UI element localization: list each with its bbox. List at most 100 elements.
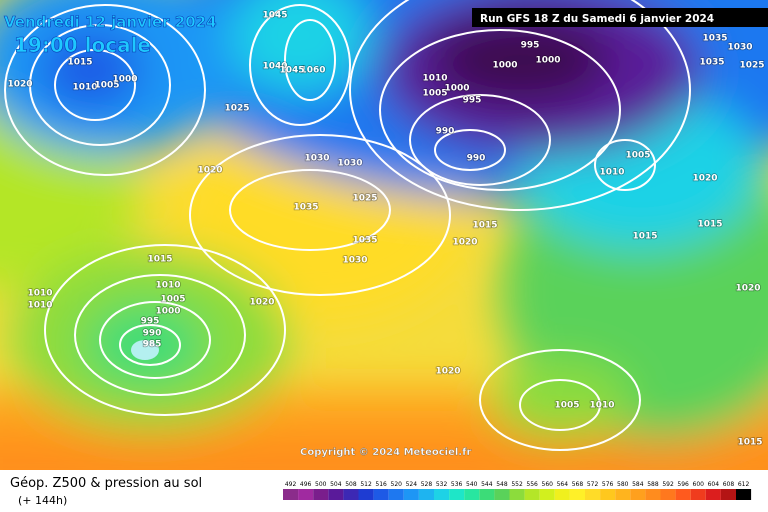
isobar-label: 1005 [94,81,119,91]
scale-label: 536 [451,481,463,488]
scale-swatch [343,489,359,500]
scale-swatch [358,489,374,500]
lead-time: (+ 144h) [18,494,67,507]
scale-swatch [720,489,736,500]
isobar-label: 1020 [249,298,274,308]
isobar-label: 990 [436,127,455,137]
isobar-label: 995 [463,96,482,106]
scale-label: 612 [738,481,750,488]
scale-swatch [660,489,676,500]
isobar-label: 1010 [599,168,624,178]
isobar-label: 1000 [492,61,517,71]
run-info: Run GFS 18 Z du Samedi 6 janvier 2024 [480,13,714,25]
scale-swatch [645,489,661,500]
scale-label: 576 [602,481,614,488]
isobar-label: 1005 [422,89,447,99]
isobar-label: 1000 [112,75,137,85]
scale-swatch [569,489,585,500]
scale-swatch [539,489,555,500]
local-time: 19:00 locale [14,33,151,57]
scale-label: 528 [421,481,433,488]
isobar-label: 1010 [589,401,614,411]
isobar-label: 1015 [737,438,762,448]
isobar-label: 1015 [632,232,657,242]
isobar-label: 1040 [262,62,287,72]
scale-swatch [403,489,419,500]
scale-label: 516 [375,481,387,488]
scale-swatch [464,489,480,500]
isobar-label: 995 [141,317,160,327]
isobar-label: 1020 [692,174,717,184]
isobar-label: 1035 [293,203,318,213]
isobar-label: 990 [467,154,486,164]
isobar-label: 1020 [735,284,760,294]
scale-label: 600 [693,481,705,488]
scale-label: 524 [406,481,418,488]
footer-title: Géop. Z500 & pression au sol [10,476,202,491]
isobar-label: 985 [143,340,162,350]
scale-swatch [554,489,570,500]
scale-label: 496 [300,481,312,488]
scale-swatch [283,489,299,500]
scale-label: 532 [436,481,448,488]
isobar-label: 1015 [147,255,172,265]
scale-label: 588 [647,481,659,488]
isobar-label: 1010 [72,83,97,93]
scale-label: 512 [360,481,372,488]
scale-label: 568 [572,481,584,488]
isobar-label: 1030 [304,154,329,164]
isobar-label: 1015 [697,220,722,230]
isobar-label: 1010 [27,289,52,299]
scale-swatch [690,489,706,500]
isobar-label: 1035 [702,34,727,44]
scale-swatch [630,489,646,500]
valid-date: Vendredi 12 janvier 2024 [4,13,217,31]
scale-label: 520 [391,481,403,488]
isobar-label: 1025 [739,61,764,71]
scale-label: 548 [496,481,508,488]
scale-label: 580 [617,481,629,488]
scale-swatch [373,489,389,500]
isobar-label: 1010 [422,74,447,84]
scale-label: 540 [466,481,478,488]
isobar-label: 1015 [67,58,92,68]
scale-swatch [600,489,616,500]
scale-label: 508 [345,481,357,488]
scale-swatch [418,489,434,500]
scale-label: 564 [557,481,569,488]
isobar-label: 1060 [300,66,325,76]
scale-label: 596 [677,481,689,488]
isobar-label: 1020 [197,166,222,176]
isobar-label: 990 [143,329,162,339]
scale-swatch [298,489,314,500]
scale-swatch [615,489,631,500]
scale-swatch [736,489,752,500]
scale-swatch [434,489,450,500]
scale-label: 504 [330,481,342,488]
scale-label: 608 [723,481,735,488]
copyright: Copyright © 2024 Meteociel.fr [300,447,471,458]
isobar-label: 1020 [435,367,460,377]
scale-swatch [313,489,329,500]
scale-swatch [449,489,465,500]
isobar-label: 1025 [224,104,249,114]
isobar-label: 1005 [625,151,650,161]
isobar-label: 1030 [727,43,752,53]
scale-label: 544 [481,481,493,488]
scale-label: 592 [662,481,674,488]
scale-label: 500 [315,481,327,488]
scale-label: 572 [587,481,599,488]
scale-swatch [705,489,721,500]
scale-label: 604 [708,481,720,488]
isobar-label: 1010 [27,301,52,311]
isobar-label: 1020 [7,80,32,90]
scale-swatch [494,489,510,500]
scale-label: 584 [632,481,644,488]
scale-swatch [585,489,601,500]
scale-label: 556 [526,481,538,488]
isobar-label: 995 [521,41,540,51]
isobars [4,0,691,451]
isobar-label: 1000 [535,56,560,66]
